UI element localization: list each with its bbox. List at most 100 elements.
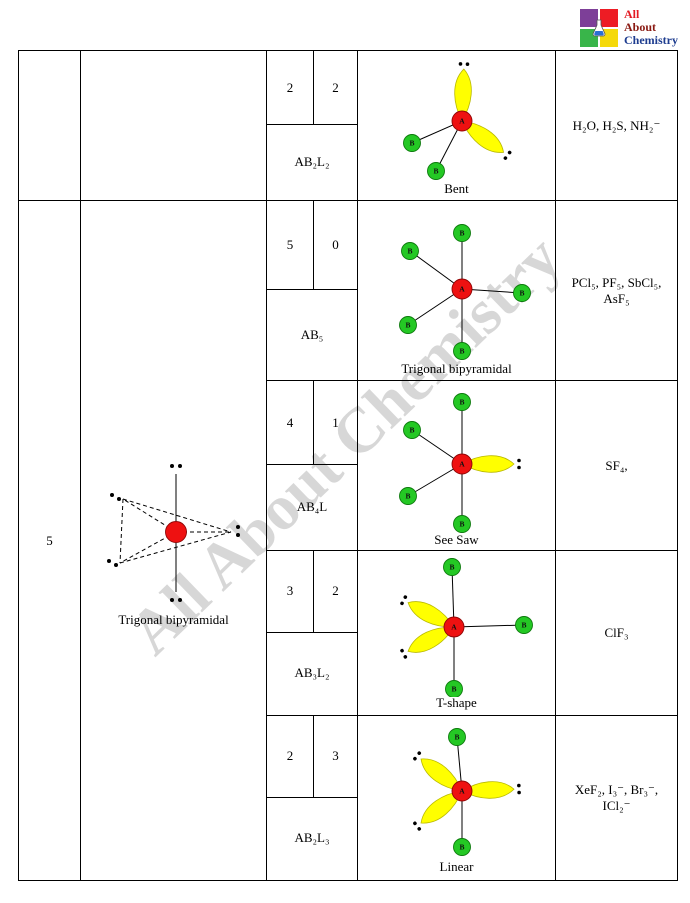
svg-text:B: B bbox=[459, 228, 464, 237]
pairs-cell: 4 1 AB₄L bbox=[266, 380, 358, 551]
geometry-cell-empty bbox=[80, 50, 267, 201]
logo-text: All About Chemistry bbox=[624, 8, 678, 47]
ab-formula: AB₃L₂ bbox=[294, 665, 330, 681]
svg-text:B: B bbox=[459, 346, 464, 355]
bent-diagram: A B B bbox=[402, 60, 514, 180]
central-atom bbox=[165, 520, 187, 543]
outer-atom: B bbox=[444, 680, 463, 697]
linear-diagram: A B B bbox=[409, 728, 522, 856]
shape-diagram-cell: A B B B B bbox=[357, 200, 556, 381]
shape-diagram-cell: A B B B B bbox=[357, 380, 556, 551]
shape-diagram-cell: A B B Bent bbox=[357, 50, 556, 201]
svg-text:B: B bbox=[459, 843, 464, 852]
lone-pairs-count: 2 bbox=[314, 51, 357, 125]
electron-pairs-cell-empty bbox=[18, 50, 81, 201]
outer-atom: B bbox=[402, 133, 421, 152]
ab-formula: AB₄L bbox=[296, 499, 328, 514]
bond-pairs-count: 4 bbox=[267, 381, 314, 465]
svg-text:B: B bbox=[451, 685, 456, 694]
logo-square-red bbox=[600, 8, 618, 27]
examples-cell: ClF₃ bbox=[555, 550, 678, 716]
examples-cell: PCl₅, PF₅, SbCl₅, AsF₅ bbox=[555, 200, 678, 381]
outer-atom: B bbox=[452, 514, 471, 533]
pairs-cell: 2 3 AB₂L₃ bbox=[266, 715, 358, 881]
examples-cell: XeF₂, I₃⁻, Br₃⁻, ICl₂⁻ bbox=[555, 715, 678, 881]
lone-pairs-count: 3 bbox=[314, 716, 357, 798]
svg-text:B: B bbox=[521, 621, 526, 630]
outer-atom: B bbox=[512, 283, 531, 302]
outer-atom: B bbox=[452, 838, 471, 856]
pairs-cell: 2 2 AB₂L₂ bbox=[266, 50, 358, 201]
pairs-cell: 5 0 AB₅ bbox=[266, 200, 358, 381]
t-shape-diagram: A B B B bbox=[397, 558, 533, 697]
electron-pairs-cell: 5 bbox=[18, 200, 81, 881]
outer-atom: B bbox=[398, 486, 417, 505]
ab-formula: AB₅ bbox=[300, 326, 324, 342]
shape-name: Bent bbox=[444, 180, 469, 196]
central-atom: A bbox=[451, 110, 472, 131]
ab-formula: AB₂L₃ bbox=[294, 830, 330, 846]
svg-text:B: B bbox=[409, 425, 414, 434]
logo-line-about: About bbox=[624, 20, 657, 34]
outer-atom: B bbox=[426, 161, 445, 180]
electron-dots bbox=[107, 463, 240, 602]
outer-atom: B bbox=[442, 558, 461, 576]
outer-atom: B bbox=[447, 728, 466, 746]
outer-atom: B bbox=[514, 616, 533, 634]
shape-name: See Saw bbox=[434, 531, 479, 547]
outer-atom: B bbox=[400, 241, 419, 260]
bond-pairs-count: 3 bbox=[267, 551, 314, 633]
ab-formula: AB₂L₂ bbox=[294, 154, 330, 169]
shape-diagram-cell: A B B Linear bbox=[357, 715, 556, 881]
logo-line-all: All bbox=[624, 7, 640, 21]
shape-name: T-shape bbox=[436, 695, 477, 710]
logo-mark bbox=[580, 8, 618, 47]
svg-text:B: B bbox=[449, 563, 454, 572]
svg-text:A: A bbox=[459, 459, 465, 468]
shape-name: Linear bbox=[439, 859, 474, 874]
svg-text:A: A bbox=[459, 116, 465, 125]
svg-text:B: B bbox=[409, 138, 414, 147]
central-atom: A bbox=[451, 780, 472, 802]
logo-line-chemistry: Chemistry bbox=[624, 33, 678, 47]
bond-pairs-count: 2 bbox=[267, 716, 314, 798]
svg-text:A: A bbox=[459, 787, 465, 796]
central-atom: A bbox=[443, 616, 464, 638]
see-saw-diagram: A B B B B bbox=[398, 392, 521, 533]
central-atom: A bbox=[451, 453, 472, 474]
logo: All About Chemistry bbox=[580, 8, 678, 47]
svg-text:B: B bbox=[405, 320, 410, 329]
pairs-cell: 3 2 AB₃L₂ bbox=[266, 550, 358, 716]
logo-square-purple bbox=[580, 8, 598, 27]
vsepr-geometry-table: 2 2 AB₂L₂ A B bbox=[18, 50, 678, 881]
svg-text:B: B bbox=[519, 288, 524, 297]
bond-pairs-count: 5 bbox=[267, 201, 314, 290]
flask-icon bbox=[592, 19, 606, 36]
central-atom: A bbox=[451, 278, 472, 299]
svg-text:B: B bbox=[405, 491, 410, 500]
outer-atom: B bbox=[398, 315, 417, 334]
svg-text:A: A bbox=[459, 284, 465, 293]
lone-pairs-count: 1 bbox=[314, 381, 357, 465]
outer-atom: B bbox=[452, 341, 471, 360]
outer-atom: B bbox=[402, 420, 421, 439]
lone-pairs-count: 2 bbox=[314, 551, 357, 633]
outer-atom: B bbox=[452, 392, 471, 411]
svg-text:B: B bbox=[407, 246, 412, 255]
outer-atom: B bbox=[452, 223, 471, 242]
svg-text:B: B bbox=[459, 397, 464, 406]
trigonal-bipyramidal-skeleton bbox=[107, 463, 240, 602]
examples-cell: H₂O, H₂S, NH₂⁻ bbox=[555, 50, 678, 201]
parent-geometry-cell: Trigonal bipyramidal bbox=[80, 200, 267, 881]
svg-text:B: B bbox=[454, 733, 459, 742]
shape-diagram-cell: A B B B T-shape bbox=[357, 550, 556, 716]
shape-name: Trigonal bipyramidal bbox=[401, 360, 512, 376]
svg-text:B: B bbox=[459, 519, 464, 528]
parent-geometry-name: Trigonal bipyramidal bbox=[118, 611, 229, 627]
svg-text:A: A bbox=[451, 623, 457, 632]
trigonal-bipyramidal-diagram: A B B B B bbox=[398, 223, 531, 360]
lone-pairs-count: 0 bbox=[314, 201, 357, 290]
examples-cell: SF₄, bbox=[555, 380, 678, 551]
svg-text:B: B bbox=[433, 166, 438, 175]
bond-pairs-count: 2 bbox=[267, 51, 314, 125]
